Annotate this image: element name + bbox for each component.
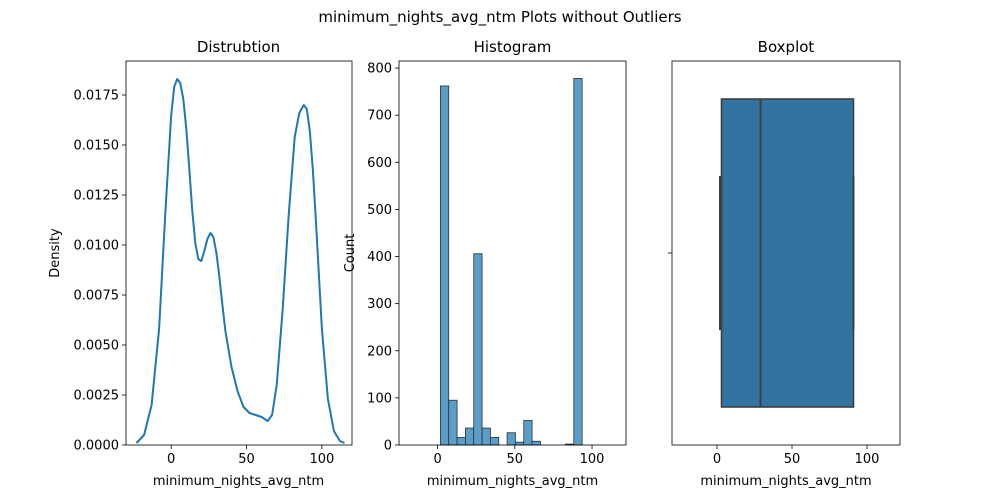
x-tick-label: 0 [167,452,175,467]
y-tick-label: 100 [367,391,392,406]
y-tick-label: 800 [367,62,392,77]
x-tick-label: 100 [855,452,880,467]
histogram-panel: Histogram minimum_nights_avg_ntm Count 0… [343,38,627,489]
histogram-xlabel: minimum_nights_avg_ntm [427,474,598,489]
distribution-xlabel: minimum_nights_avg_ntm [153,474,324,489]
histogram-bar [481,427,491,446]
boxplot-xlabel: minimum_nights_avg_ntm [700,474,871,489]
axes-frame [671,60,901,446]
x-tick-label: 50 [238,452,255,467]
y-tick-label: 200 [367,344,392,359]
distribution-ylabel: Density [48,228,63,278]
y-tick-label: 0.0100 [74,239,120,254]
y-tick-label: 0.0150 [74,139,120,154]
y-tick-label: 0 [384,439,392,454]
y-tick-label: 0.0175 [74,89,120,104]
axes-frame [398,60,627,446]
y-tick-label: 600 [367,156,392,171]
x-tick-label: 0 [433,452,441,467]
histogram-bar [515,441,525,446]
histogram-bar [448,399,458,446]
x-tick-label: 50 [784,452,801,467]
boxplot-panel: Boxplot minimum_nights_avg_ntm 0 50 100 [668,38,901,489]
y-tick-label: 0.0050 [74,339,120,354]
histogram-bar [439,85,450,446]
histogram-title: Histogram [474,38,552,56]
x-tick-label: 100 [309,452,334,467]
density-line [135,78,345,444]
x-tick-label: 0 [713,452,721,467]
x-tick-label: 100 [580,452,605,467]
distribution-panel: Distrubtion minimum_nights_avg_ntm Densi… [48,38,353,489]
y-tick-label: 700 [367,109,392,124]
axes-frame [125,60,353,446]
histogram-ylabel: Count [343,234,358,273]
histogram-bar [465,427,475,446]
histogram-bar [506,432,516,446]
histogram-bar [456,437,466,446]
y-tick-label: 400 [367,250,392,265]
histogram-bar [573,78,583,446]
y-tick-label: 0.0000 [74,439,120,454]
distribution-title: Distrubtion [197,38,280,56]
histogram-bar [523,420,533,446]
y-tick-label: 0.0125 [74,189,120,204]
histogram-bar [490,437,500,446]
x-tick-label: 50 [507,452,524,467]
y-tick-label: 500 [367,203,392,218]
y-tick-label: 0.0025 [74,389,120,404]
y-tick-label: 300 [367,297,392,312]
box-iqr [720,98,855,408]
figure-title: minimum_nights_avg_ntm Plots without Out… [318,8,681,27]
y-tick-label: 0.0075 [74,289,120,304]
boxplot-title: Boxplot [758,38,815,56]
histogram-bar [473,253,483,446]
histogram-bar [531,440,541,446]
